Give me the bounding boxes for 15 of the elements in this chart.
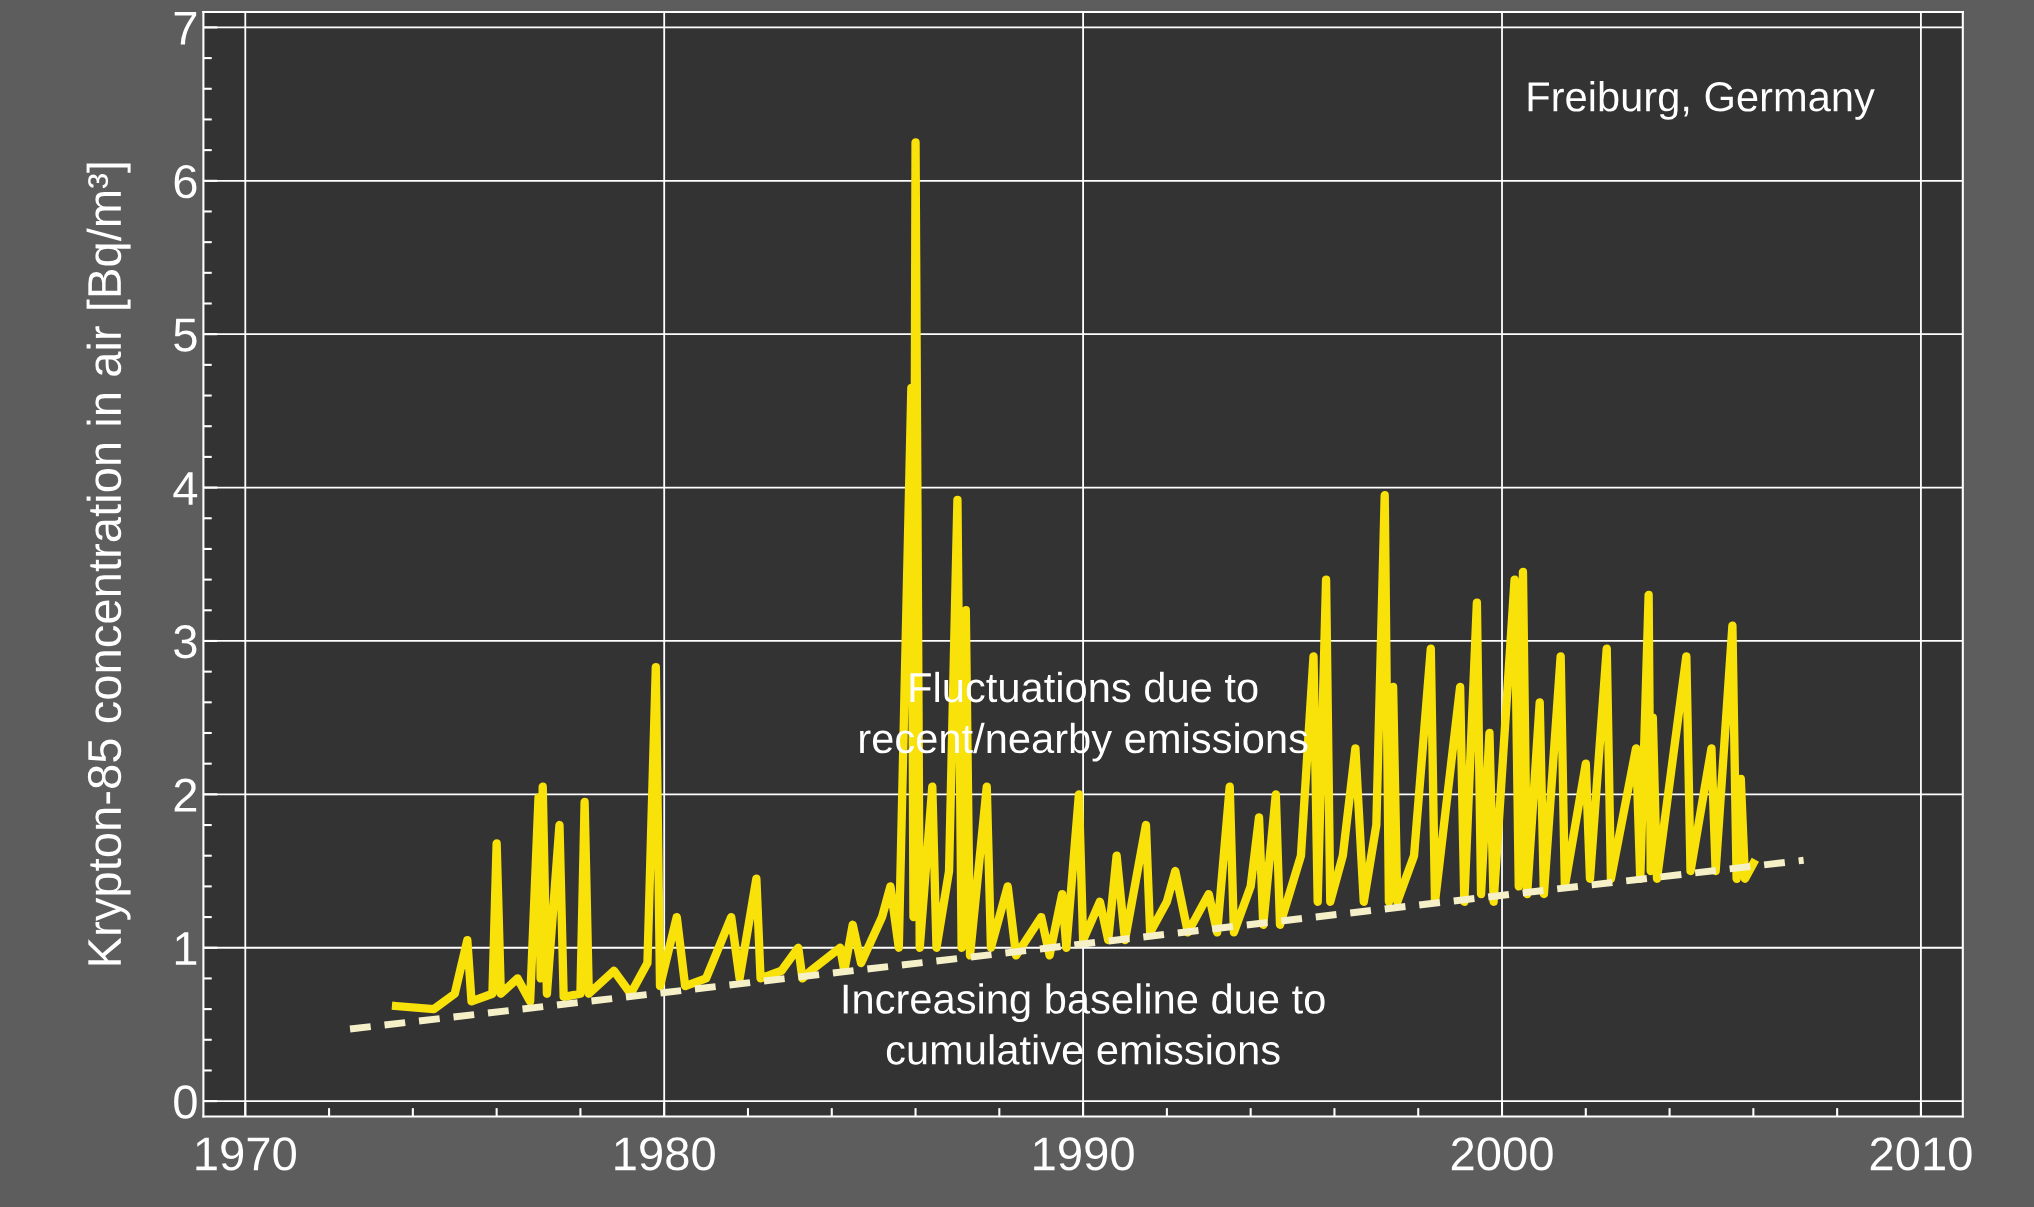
x-tick-label: 1990 [1034,1137,1134,1171]
x-tick-label: 2010 [1870,1137,1972,1171]
y-tick-label: 3 [174,625,197,659]
y-tick-label: 4 [173,472,198,505]
y-tick-label: 7 [174,12,197,45]
y-tick-label: 0 [174,1085,197,1119]
y-axis-title: Krypton-85 concentration in air [Bq/m³] [86,163,131,965]
x-tick-label: 1970 [196,1137,296,1171]
x-tick-label: 2000 [1451,1137,1553,1171]
x-tick-label: 1980 [615,1137,715,1171]
y-tick-label: 2 [174,778,197,812]
annotation: Freiburg, Germany [1528,81,1875,120]
y-tick-label: 1 [175,932,197,965]
y-tick-label: 6 [174,164,197,199]
y-tick-label: 5 [174,318,197,352]
